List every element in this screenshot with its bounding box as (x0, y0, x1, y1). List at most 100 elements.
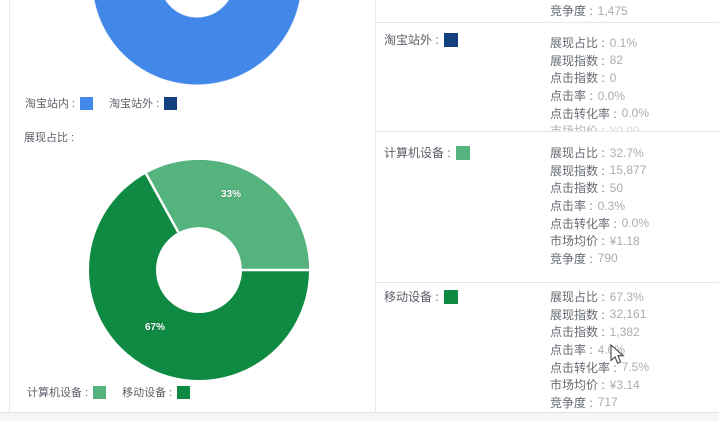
stats-column: 竞争度 : 1,475 淘宝站外 : 展现占比 : 0.1% 展现指数 : 82 (375, 0, 719, 412)
stat-value: 32.7% (609, 145, 644, 160)
stat-label: 展现占比 : (550, 290, 605, 305)
dark-blue-swatch-icon (443, 32, 458, 47)
stat-value: 790 (597, 251, 618, 266)
legend-label: 计算机设备 : (27, 387, 89, 399)
device-legend: 计算机设备 : 移动设备 : (27, 384, 191, 400)
stat-label: 展现占比 : (550, 36, 605, 51)
stat-value: 1,382 (609, 324, 640, 339)
stat-value: 0.1% (609, 35, 638, 50)
stat-row-clipped: 市场均价 : ¥0.00 (550, 122, 719, 132)
stat-label: 展现占比 : (550, 146, 605, 161)
stat-label: 点击率 : (550, 199, 593, 214)
computer-slice-percent-label: 33% (221, 189, 242, 200)
stat-value: 0.0% (621, 106, 650, 121)
stat-value: ¥3.14 (609, 377, 640, 392)
stat-value: ¥1.18 (609, 233, 640, 248)
legend-item-computer-device[interactable]: 计算机设备 : (27, 384, 107, 400)
legend-item-mobile-device[interactable]: 移动设备 : (122, 384, 191, 400)
stat-row: 展现占比 : 0.1% (550, 34, 719, 52)
mobile-slice-percent-label: 67% (145, 322, 166, 333)
stat-row: 展现指数 : 82 (550, 52, 719, 70)
stat-label: 展现指数 : (550, 163, 605, 178)
device-label-row: 计算机设备 : (384, 144, 470, 161)
dark-blue-swatch-icon (164, 96, 178, 110)
stat-row: 点击指数 : 1,382 (550, 323, 719, 341)
stat-value: 32,161 (609, 307, 647, 322)
stat-label: 点击率 : (550, 343, 593, 358)
stat-value: 15,877 (609, 163, 647, 178)
legend-label: 淘宝站内 : (25, 98, 76, 110)
charts-column: 淘宝站内 : 淘宝站外 : 展现占比 : 33% 67% 计算机设备 : 移动设… (10, 0, 375, 412)
stat-value: ¥0.00 (609, 123, 640, 132)
stat-row: 点击率 : 0.0% (550, 87, 719, 105)
legend-label: 淘宝站外 : (109, 98, 160, 110)
device-label-row: 淘宝站外 : (384, 31, 458, 48)
stat-value: 1,475 (597, 3, 628, 18)
card-left-border (9, 0, 10, 412)
stat-label: 点击转化率 : (550, 106, 617, 121)
stat-label: 竞争度 : (550, 251, 593, 266)
stat-row: 展现指数 : 15,877 (550, 162, 719, 180)
stat-row: 市场均价 : ¥3.14 (550, 376, 719, 394)
stat-value: 0.0% (621, 216, 650, 231)
stat-label: 市场均价 : (550, 124, 605, 132)
stat-row: 竞争度 : 717 (550, 394, 719, 412)
impression-share-section-label: 展现占比 : (24, 132, 75, 144)
stat-row: 竞争度 : 790 (550, 250, 719, 268)
stat-label: 点击指数 : (550, 181, 605, 196)
stat-row: 点击指数 : 0 (550, 69, 719, 87)
device-label: 淘宝站外 : (384, 33, 439, 47)
stat-value: 0 (609, 70, 617, 85)
slice-divider (144, 172, 180, 233)
stat-label: 点击转化率 : (550, 216, 617, 231)
stat-label: 展现指数 : (550, 307, 605, 322)
light-green-swatch-icon (455, 145, 470, 160)
stat-label: 点击指数 : (550, 71, 605, 86)
card-bottom-border (0, 412, 719, 421)
device-label-row: 移动设备 : (384, 288, 458, 305)
light-blue-swatch-icon (80, 96, 94, 110)
stat-row: 点击率 : 4.0% (550, 341, 719, 359)
device-label: 移动设备 : (384, 290, 439, 304)
stats-panel-computer-device: 计算机设备 : 展现占比 : 32.7% 展现指数 : 15,877 点击指数 … (376, 132, 719, 283)
stat-row: 点击率 : 0.3% (550, 197, 719, 215)
stat-row: 市场均价 : ¥1.18 (550, 232, 719, 250)
stat-value: 0.3% (597, 198, 626, 213)
stat-label: 市场均价 : (550, 234, 605, 249)
device-label: 计算机设备 : (384, 146, 451, 160)
stat-value: 67.3% (609, 289, 644, 304)
stat-row: 展现占比 : 32.7% (550, 144, 719, 162)
dark-green-swatch-icon (443, 289, 458, 304)
stat-value: 50 (609, 180, 624, 195)
stat-value: 717 (597, 395, 618, 410)
stat-row: 竞争度 : 1,475 (550, 2, 719, 20)
traffic-source-donut-chart (92, 0, 302, 85)
mouse-cursor-icon (610, 344, 625, 365)
dark-green-swatch-icon (177, 385, 191, 399)
stats-panel-mobile-device: 移动设备 : 展现占比 : 67.3% 展现指数 : 32,161 点击指数 :… (376, 283, 719, 412)
stat-value: 7.5% (621, 360, 650, 375)
legend-label: 移动设备 : (122, 387, 173, 399)
stat-label: 展现指数 : (550, 53, 605, 68)
stat-row: 点击转化率 : 0.0% (550, 104, 719, 122)
stats-panel-taobao-onsite-clipped: 竞争度 : 1,475 (376, 0, 719, 23)
traffic-source-legend: 淘宝站内 : 淘宝站外 : (25, 95, 178, 111)
stat-label: 竞争度 : (550, 395, 593, 410)
stats-panel-taobao-offsite: 淘宝站外 : 展现占比 : 0.1% 展现指数 : 82 点击指数 : 0 点击… (376, 23, 719, 132)
stat-row: 点击转化率 : 7.5% (550, 358, 719, 376)
stat-value: 0.0% (597, 88, 626, 103)
legend-item-taobao-onsite[interactable]: 淘宝站内 : (25, 95, 94, 111)
light-green-swatch-icon (93, 385, 107, 399)
stat-label: 市场均价 : (550, 378, 605, 393)
device-share-donut-chart (89, 160, 309, 380)
stat-row: 点击转化率 : 0.0% (550, 214, 719, 232)
stat-value: 82 (609, 53, 624, 68)
legend-item-taobao-offsite[interactable]: 淘宝站外 : (109, 95, 178, 111)
stat-label: 竞争度 : (550, 4, 593, 19)
stat-row: 点击指数 : 50 (550, 179, 719, 197)
stat-row: 展现指数 : 32,161 (550, 306, 719, 324)
stat-label: 点击率 : (550, 89, 593, 104)
stat-label: 点击指数 : (550, 325, 605, 340)
stat-row: 展现占比 : 67.3% (550, 288, 719, 306)
